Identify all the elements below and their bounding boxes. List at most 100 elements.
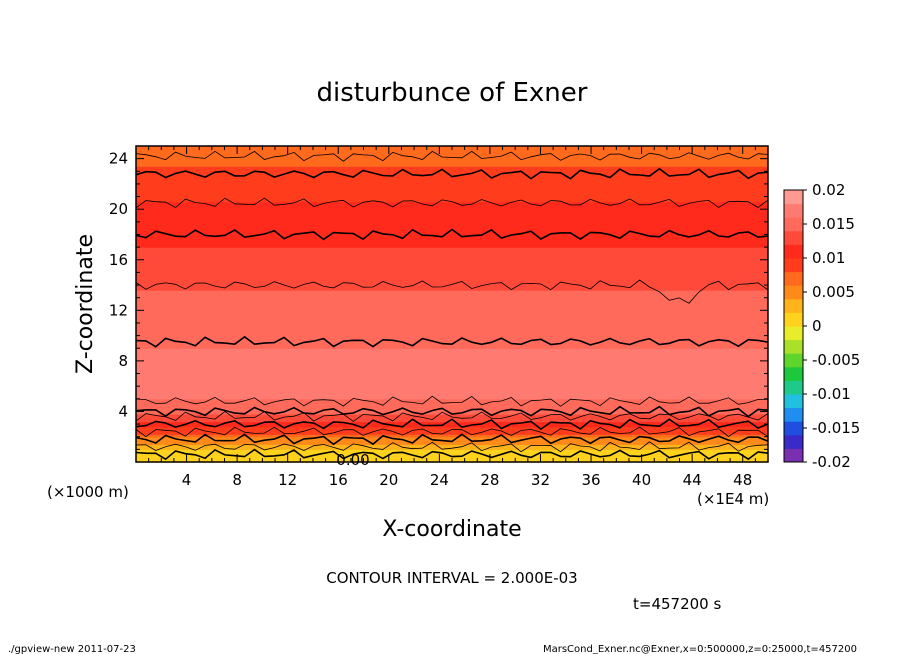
field-band: [136, 413, 768, 418]
field-band: [136, 353, 768, 357]
field-band: [136, 249, 768, 253]
field-band: [136, 219, 768, 223]
contour-line: [135, 418, 769, 431]
field-band: [136, 176, 768, 180]
field-band: [136, 178, 768, 182]
x-axis-label: X-coordinate: [382, 517, 521, 542]
field-band: [136, 424, 768, 428]
field-band: [136, 290, 768, 294]
field-band: [136, 325, 768, 329]
field-band: [136, 277, 768, 281]
field-band: [136, 151, 768, 155]
field-band: [136, 305, 768, 309]
field-band: [136, 363, 768, 367]
field-band: [136, 312, 768, 316]
field-band: [136, 272, 768, 276]
x-tick-label: 24: [430, 471, 449, 489]
field-band: [136, 234, 768, 238]
colorbar-tick-label: -0.005: [812, 351, 860, 369]
field-band: [136, 315, 768, 319]
field-band: [136, 204, 768, 208]
colorbar-band: [784, 326, 803, 341]
field-band: [136, 171, 768, 175]
field-band: [136, 181, 768, 185]
colorbar-tick-label: 0.01: [812, 249, 845, 267]
x-tick-label: 8: [232, 471, 242, 489]
colorbar-band: [784, 190, 803, 205]
contour-line: [135, 426, 769, 438]
field-band: [136, 191, 768, 195]
field-band: [136, 310, 768, 314]
field-band: [136, 317, 768, 322]
field-band: [136, 267, 768, 271]
field-band: [136, 221, 768, 225]
field-band: [136, 345, 768, 349]
x-tick-label: 4: [182, 471, 192, 489]
colorbar-band: [784, 244, 803, 259]
field-band: [136, 348, 768, 352]
colorbar-tick-label: 0.015: [812, 215, 855, 233]
field-band: [136, 444, 768, 448]
field-band: [136, 335, 768, 339]
field-band: [136, 199, 768, 203]
colorbar-band: [784, 380, 803, 395]
field-band: [136, 153, 768, 157]
y-tick-label: 20: [109, 200, 128, 218]
field-band: [136, 229, 768, 233]
field-band: [136, 237, 768, 241]
field-band: [136, 398, 768, 402]
field-band: [136, 368, 768, 372]
field-band: [136, 434, 768, 438]
colorbar-band: [784, 407, 803, 422]
colorbar-tick-label: 0.005: [812, 283, 855, 301]
field-band: [136, 386, 768, 390]
contour-line: [135, 448, 769, 461]
contour-line: [135, 441, 769, 453]
field-band: [136, 330, 768, 334]
plot-area: 0.00: [135, 145, 769, 469]
footer-left: ./gpview-new 2011-07-23: [8, 644, 136, 654]
colorbar-tick-label: 0: [812, 317, 822, 335]
x-tick-label: 20: [379, 471, 398, 489]
y-axis-label: Z-coordinate: [73, 234, 98, 374]
field-band: [136, 381, 768, 385]
y-tick-label: 24: [109, 150, 128, 168]
field-band: [136, 391, 768, 395]
x-tick-label: 12: [278, 471, 297, 489]
colorbar-band: [784, 203, 803, 218]
x-tick-label: 32: [531, 471, 550, 489]
colorbar: 0.02 0.015 0.01 0.005 0 -0.005 -0.01 -0.015 -0.0…: [783, 181, 860, 471]
field-band: [136, 340, 768, 344]
field-band: [136, 328, 768, 332]
field-band: [136, 403, 768, 407]
contour-line: [135, 150, 769, 162]
field-band: [136, 449, 768, 453]
x-tick-label: 36: [581, 471, 600, 489]
field-band: [136, 388, 768, 392]
colorbar-band: [784, 298, 803, 313]
colorbar-band: [784, 312, 803, 327]
colorbar-band: [784, 217, 803, 232]
field-band: [136, 297, 768, 301]
field-band: [136, 239, 768, 243]
field-band: [136, 161, 768, 165]
x-tick-label: 40: [632, 471, 651, 489]
field-band: [136, 242, 768, 246]
field-band: [136, 292, 768, 296]
field-band: [136, 421, 768, 425]
field-band: [136, 188, 768, 193]
contour-line: [135, 405, 769, 418]
field-band: [136, 252, 768, 256]
chart-title: disturbunce of Exner: [317, 78, 588, 108]
field-band: [136, 166, 768, 170]
field-band: [136, 259, 768, 263]
time-label: t=457200 s: [633, 595, 721, 613]
field-band: [136, 378, 768, 382]
field-band: [136, 209, 768, 213]
field-band: [136, 173, 768, 177]
y-tick-label: 16: [109, 251, 128, 269]
field-band: [136, 429, 768, 433]
field-band: [136, 158, 768, 162]
y-tick-label: 4: [118, 402, 128, 420]
contour-line: [135, 395, 769, 407]
